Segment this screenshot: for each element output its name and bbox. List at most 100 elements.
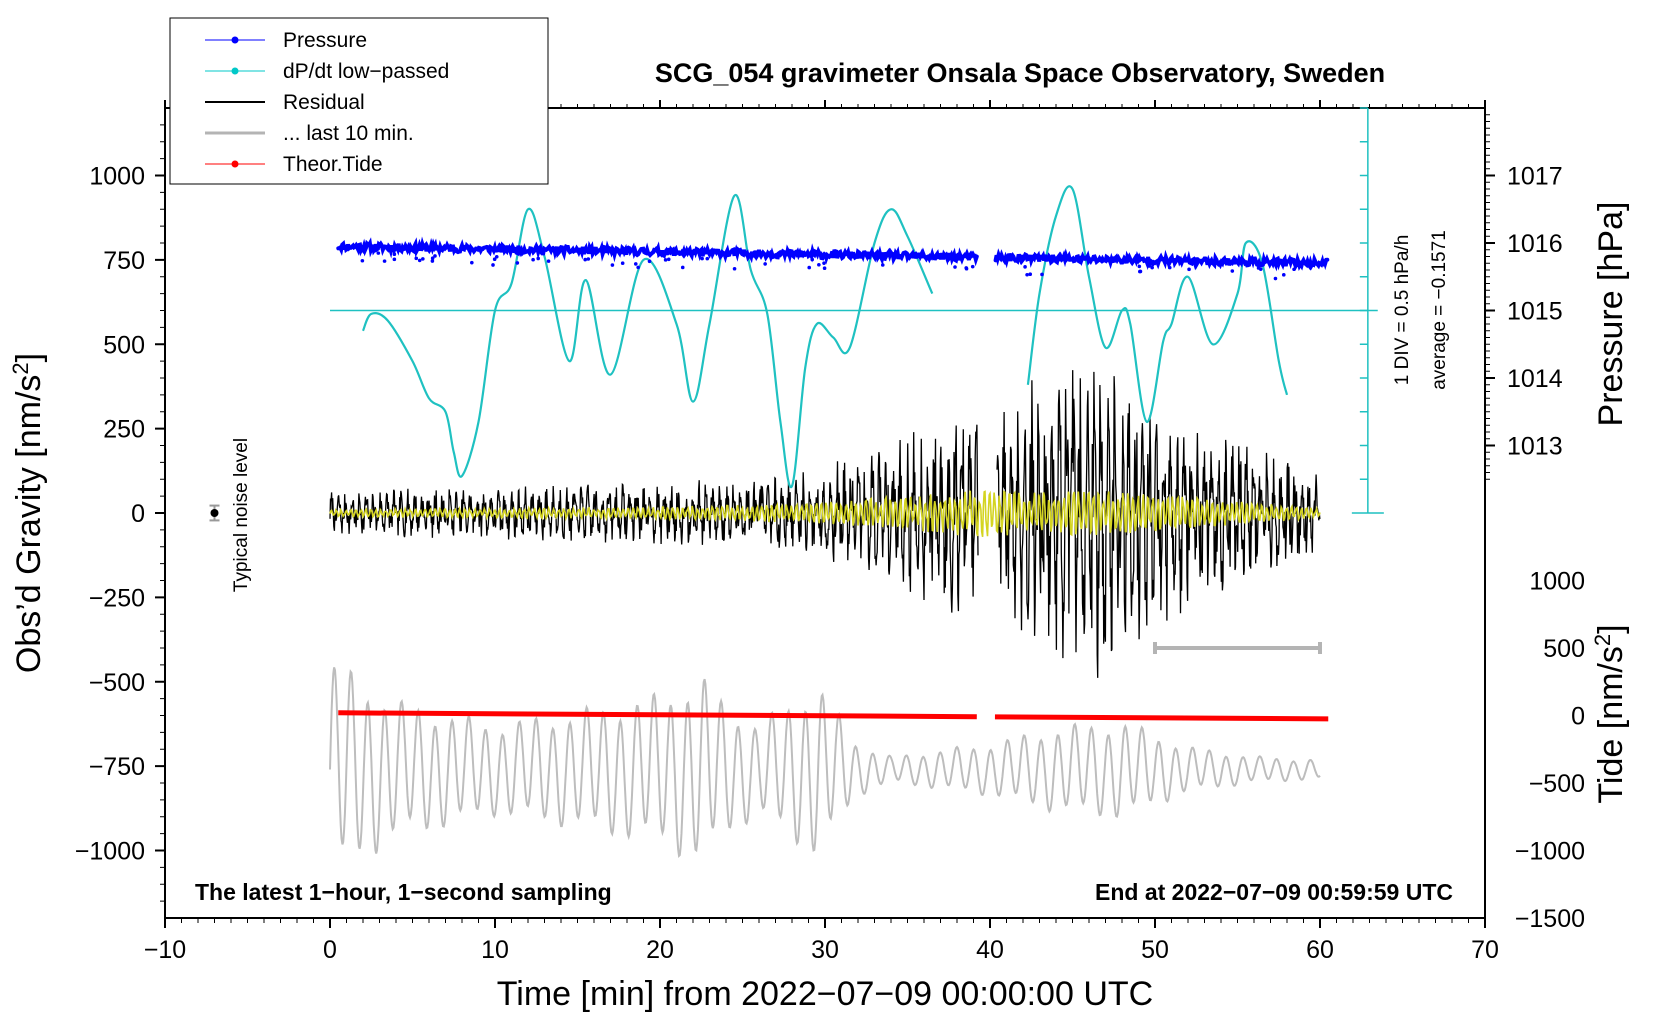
plot-content <box>209 107 1384 858</box>
pressure-outlier-point <box>1147 264 1151 268</box>
theoretical-tide-segment-2 <box>994 714 1329 722</box>
pressure-outlier-point <box>1028 272 1033 277</box>
legend-label-2: dP/dt low−passed <box>283 60 449 83</box>
pressure-tick-label: 1015 <box>1507 298 1563 326</box>
x-tick-label: −10 <box>144 936 186 964</box>
pressure-outlier-point <box>732 266 737 271</box>
pressure-outlier-point <box>494 254 499 259</box>
pressure-outlier-point <box>663 258 668 262</box>
residual-filtered-trace <box>329 490 1321 537</box>
pressure-outlier-point <box>470 260 474 265</box>
pressure-outlier-point <box>807 265 812 270</box>
pressure-outlier-point <box>421 257 425 261</box>
x-tick-label: 70 <box>1471 936 1499 964</box>
pressure-outlier-point <box>417 258 422 263</box>
pressure-ticks: 1017 1016 1015 1014 1013 <box>1485 114 1563 480</box>
y-tick-label: −750 <box>89 753 145 781</box>
last-10-min-trace <box>329 667 1321 858</box>
pressure-outlier-point <box>414 256 419 261</box>
pressure-outlier-point <box>583 257 587 262</box>
pressure-trace <box>336 236 1330 272</box>
pressure-outlier-point <box>822 261 826 265</box>
pressure-outlier-point <box>1256 266 1261 270</box>
pressure-outlier-point <box>633 262 638 266</box>
y-tick-label: 250 <box>103 416 145 444</box>
pressure-outlier-point <box>1167 265 1172 270</box>
pressure-outlier-point <box>1137 264 1142 269</box>
tide-tick-label: −500 <box>1529 770 1585 798</box>
pressure-outlier-point <box>620 261 625 265</box>
x-tick-label: 40 <box>976 936 1004 964</box>
tide-tick-label: 500 <box>1543 635 1585 663</box>
x-tick-label: 50 <box>1141 936 1169 964</box>
pressure-outlier-point <box>1187 267 1191 272</box>
pressure-outlier-point <box>586 257 591 261</box>
tide-tick-label: −1500 <box>1515 905 1585 933</box>
pressure-outlier-point <box>392 252 397 257</box>
pressure-outlier-point <box>610 263 615 267</box>
pressure-axis-title: Pressure [hPa] <box>1592 202 1630 427</box>
legend: Pressure dP/dt low−passed Residual ... last… <box>169 17 549 185</box>
pressure-tick-label: 1014 <box>1507 365 1563 393</box>
pressure-tick-label: 1017 <box>1507 163 1563 191</box>
pressure-tick-label: 1016 <box>1507 230 1563 258</box>
divider-average-label: average = −0.1571 <box>1429 230 1450 390</box>
pressure-outlier-point <box>492 257 497 262</box>
legend-marker-5 <box>231 160 239 168</box>
pressure-outlier-point <box>953 265 957 269</box>
x-tick-label: 20 <box>646 936 674 964</box>
pressure-outlier-point <box>536 256 541 261</box>
pressure-outlier-point <box>515 261 520 265</box>
pressure-outlier-point <box>705 256 710 261</box>
pressure-outlier-point <box>1150 265 1154 270</box>
noise-level-label: Typical noise level <box>231 438 252 592</box>
left-y-ticks: 1000 750 500 250 0 −250 −500 −750 −1000 <box>75 124 165 902</box>
pressure-outlier-point <box>360 258 365 263</box>
pressure-outlier-point <box>1292 267 1296 272</box>
pressure-outlier-point <box>810 257 815 262</box>
pressure-outlier-point <box>647 259 652 264</box>
tide-ticks: 1000 500 0 −500 −1000 −1500 <box>1515 568 1585 934</box>
tide-tick-label: 0 <box>1571 703 1585 731</box>
pressure-outlier-point <box>636 265 640 270</box>
pressure-outlier-point <box>392 257 397 262</box>
pressure-outlier-point <box>433 254 437 258</box>
legend-label-5: Theor.Tide <box>283 153 383 176</box>
tide-tick-label: −1000 <box>1515 838 1585 866</box>
pressure-outlier-point <box>531 257 535 262</box>
noise-level-marker <box>210 509 219 517</box>
y-tick-label: 1000 <box>89 163 145 191</box>
chart-title: SCG_054 gravimeter Onsala Space Observat… <box>655 58 1385 88</box>
legend-label-1: Pressure <box>283 29 367 52</box>
pressure-outlier-point <box>1023 265 1027 269</box>
pressure-outlier-point <box>817 262 821 267</box>
left-y-axis-title: Obs’d Gravity [nm/s2] <box>8 353 48 673</box>
x-tick-label: 30 <box>811 936 839 964</box>
pressure-tick-label: 1013 <box>1507 433 1563 461</box>
dpdt-curve-2 <box>1026 185 1289 424</box>
y-tick-label: 750 <box>103 247 145 275</box>
pressure-outlier-point <box>680 265 685 270</box>
pressure-outlier-point <box>763 262 767 266</box>
x-tick-label: 60 <box>1306 936 1334 964</box>
legend-label-4: ... last 10 min. <box>283 122 414 145</box>
pressure-outlier-point <box>1040 272 1044 277</box>
tide-axis-title: Tide [nm/s2] <box>1590 624 1630 803</box>
annotation-latest-hour: The latest 1−hour, 1−second sampling <box>195 879 612 905</box>
pressure-outlier-point <box>376 251 381 255</box>
pressure-outlier-point <box>382 259 387 263</box>
y-tick-label: −250 <box>89 584 145 612</box>
pressure-outlier-point <box>666 257 671 262</box>
pressure-outlier-point <box>430 259 435 263</box>
theoretical-tide-segment-1 <box>338 710 977 720</box>
pressure-outlier-point <box>1025 272 1029 277</box>
pressure-outlier-point <box>1138 269 1143 274</box>
pressure-outlier-point <box>880 263 885 267</box>
legend-marker-2 <box>231 67 239 75</box>
legend-label-3: Residual <box>283 91 365 114</box>
y-tick-label: −1000 <box>75 838 145 866</box>
pressure-outlier-point <box>546 259 551 263</box>
x-axis-title: Time [min] from 2022−07−09 00:00:00 UTC <box>497 975 1153 1013</box>
x-tick-label: 10 <box>481 936 509 964</box>
